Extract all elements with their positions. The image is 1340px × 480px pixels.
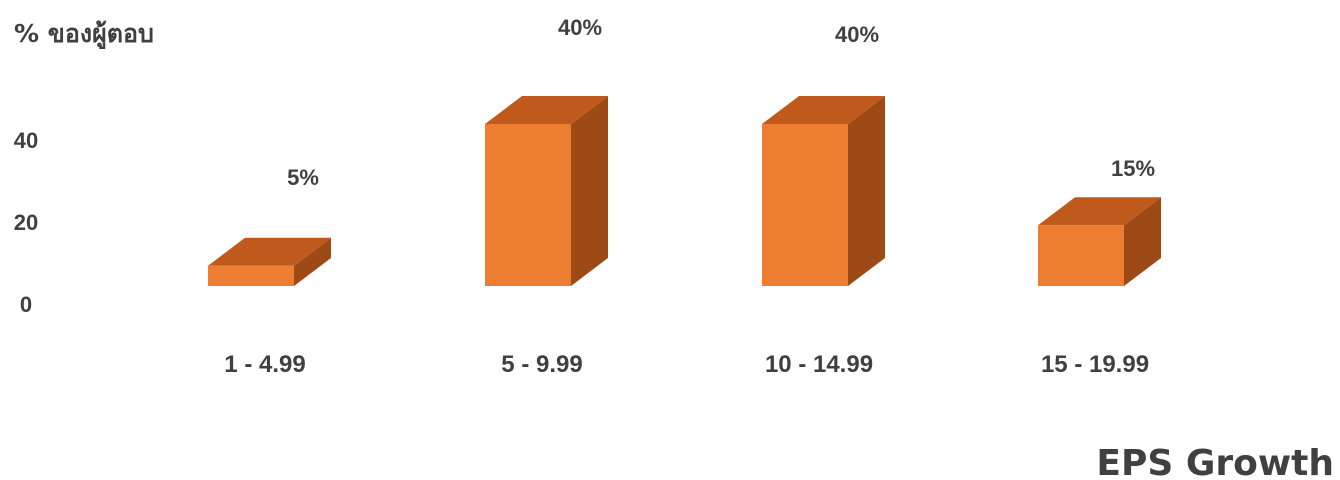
bar-top-face — [208, 237, 331, 266]
category-label: 5 - 9.99 — [501, 351, 582, 378]
y-tick-label: 40 — [14, 128, 38, 153]
bar-top-face — [485, 96, 608, 124]
bar — [208, 237, 331, 286]
data-labels: 5% 40% 40% 15% — [287, 15, 1155, 190]
category-label: 10 - 14.99 — [765, 351, 873, 378]
data-label: 5% — [287, 165, 319, 190]
bar-front-face — [208, 265, 294, 286]
bar — [1038, 197, 1161, 286]
bar-top-face — [762, 96, 885, 124]
bar-side-face — [571, 96, 608, 286]
bar-top-face — [1038, 197, 1161, 226]
x-axis-categories: 1 - 4.99 5 - 9.99 10 - 14.99 15 - 19.99 — [224, 351, 1149, 378]
y-tick-label: 20 — [14, 210, 38, 235]
y-tick-label: 0 — [20, 292, 32, 317]
bar — [762, 96, 885, 286]
bar-side-face — [1124, 197, 1161, 286]
bar-front-face — [1038, 225, 1124, 286]
bars — [208, 96, 1161, 286]
bar-side-face — [848, 96, 885, 286]
data-label: 40% — [558, 15, 602, 40]
data-label: 15% — [1111, 156, 1155, 181]
bar-front-face — [762, 124, 848, 286]
y-axis-ticks: 0 20 40 — [14, 128, 38, 317]
category-label: 15 - 19.99 — [1041, 351, 1149, 378]
bar — [485, 96, 608, 286]
x-axis-label: EPS Growth — [1096, 443, 1334, 480]
bar-front-face — [485, 124, 571, 286]
data-label: 40% — [835, 22, 879, 47]
bar-side-face — [294, 237, 331, 286]
category-label: 1 - 4.99 — [224, 351, 305, 378]
y-axis-label: % ของผู้ตอบ — [14, 19, 154, 50]
